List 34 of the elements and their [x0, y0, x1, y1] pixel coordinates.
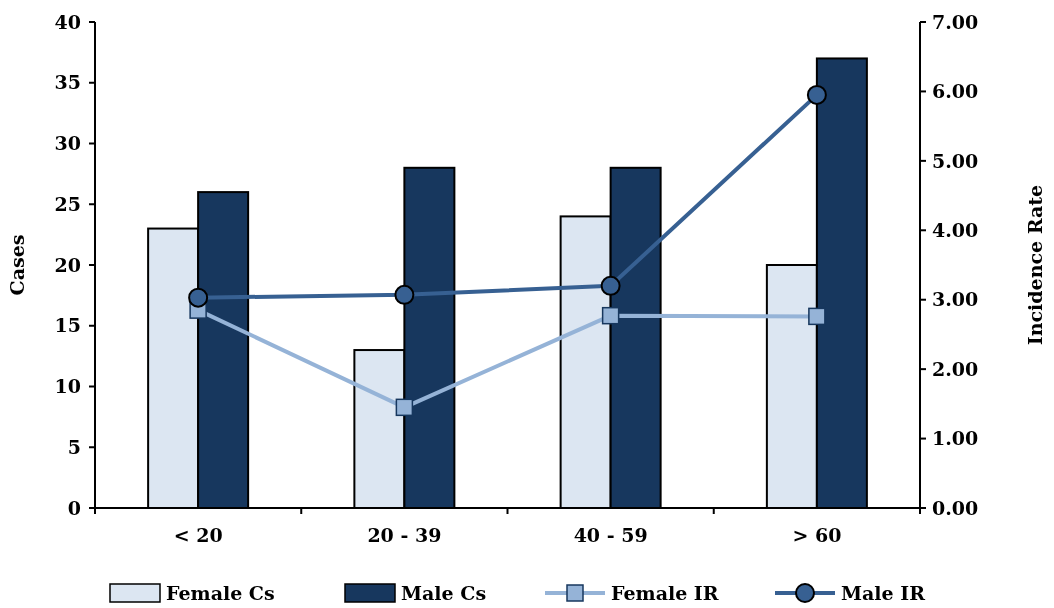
y2-tick-label: 2.00 [932, 357, 979, 380]
y-tick-label: 15 [54, 314, 81, 337]
y-tick-label: 25 [54, 192, 81, 215]
y2-tick-label: 5.00 [932, 149, 979, 172]
y-axis-title: Cases [6, 234, 28, 296]
y2-tick-label: 1.00 [932, 427, 979, 450]
y-tick-label: 5 [67, 435, 81, 458]
x-tick-label: 40 - 59 [573, 524, 648, 546]
y2-tick-label: 3.00 [932, 288, 979, 311]
y2-tick-label: 7.00 [932, 10, 979, 33]
y-tick-label: 10 [54, 375, 81, 398]
point [395, 398, 414, 417]
legend-label: Male Cs [401, 581, 487, 604]
x-tick-label: < 20 [173, 524, 223, 546]
point [806, 84, 827, 105]
point [600, 275, 621, 296]
point [188, 287, 209, 308]
y-tick-label: 35 [54, 71, 81, 94]
y-tick-label: 0 [67, 496, 81, 519]
y-tick-label: 20 [54, 253, 81, 276]
y2-axis-title: Incidence Rate [1024, 184, 1046, 346]
x-tick-label: 20 - 39 [367, 524, 442, 546]
point [601, 306, 620, 325]
y2-tick-label: 0.00 [932, 496, 979, 519]
legend-label: Male IR [841, 581, 926, 604]
legend-label: Female IR [611, 581, 719, 604]
y2-tick-label: 4.00 [932, 218, 979, 241]
y-tick-label: 40 [54, 10, 81, 33]
legend-label: Female Cs [166, 581, 275, 604]
point [394, 284, 415, 305]
point [808, 307, 826, 326]
y-tick-label: 30 [54, 132, 81, 155]
x-tick-label: > 60 [792, 524, 842, 546]
y2-tick-label: 6.00 [932, 80, 979, 103]
